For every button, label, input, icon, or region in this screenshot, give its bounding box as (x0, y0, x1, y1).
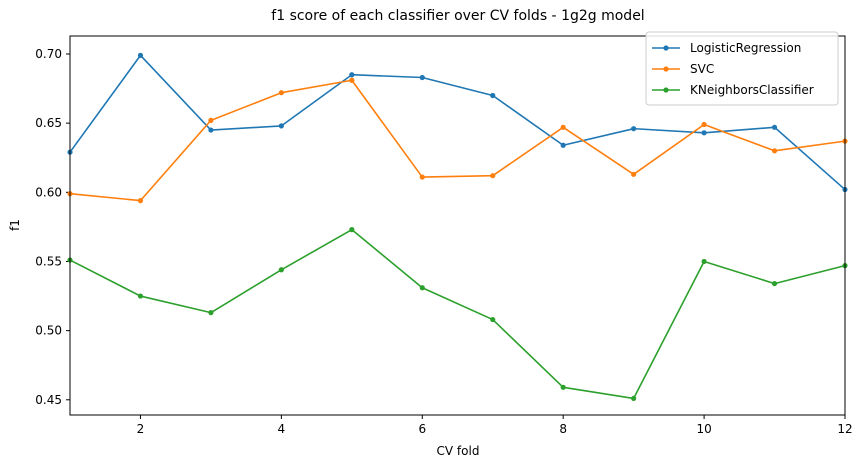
data-point (419, 174, 425, 180)
legend-marker (663, 87, 669, 93)
legend-label: LogisticRegression (690, 41, 801, 55)
data-point (208, 117, 214, 123)
data-point (631, 126, 637, 132)
y-tick-label: 0.60 (35, 185, 62, 199)
data-point (137, 198, 144, 204)
y-axis-ticks: 0.45 0.50 0.55 0.60 0.65 0.70 (35, 47, 70, 407)
legend-label: SVC (690, 62, 714, 76)
data-point (490, 92, 496, 99)
x-tick-label: 4 (278, 422, 286, 436)
data-point (701, 121, 707, 128)
plot-series-group (67, 52, 848, 402)
data-point (701, 130, 707, 136)
series-logisticregression (67, 52, 848, 193)
data-point (419, 74, 425, 81)
data-point (349, 72, 355, 78)
data-point (419, 285, 425, 291)
data-point (278, 267, 284, 273)
plot-frame (69, 35, 846, 416)
y-tick-label: 0.50 (35, 324, 62, 338)
legend-box (645, 31, 839, 106)
x-tick-label: 8 (559, 422, 567, 436)
x-tick-label: 12 (837, 422, 852, 436)
legend-marker (663, 66, 669, 72)
legend-item: SVC (652, 62, 714, 76)
series-kneighborsclassifier (67, 227, 848, 402)
x-axis-label: CV fold (437, 444, 480, 458)
series-line (69, 54, 846, 191)
data-point (278, 90, 284, 96)
data-point (208, 310, 214, 316)
legend-items: LogisticRegression SVC KNeighborsClassifie… (652, 41, 814, 97)
legend-item: LogisticRegression (652, 41, 801, 55)
data-point (137, 293, 144, 299)
y-tick-label: 0.70 (35, 47, 62, 61)
data-point (490, 316, 496, 323)
data-point (631, 395, 637, 402)
legend: LogisticRegression SVC KNeighborsClassifie… (645, 31, 839, 106)
series-line (69, 79, 846, 202)
data-point (349, 227, 355, 233)
data-point (771, 124, 778, 130)
legend-item: KNeighborsClassifier (652, 83, 814, 97)
series-line (69, 228, 846, 400)
data-point (137, 52, 144, 58)
data-point (560, 124, 566, 130)
data-point (771, 148, 778, 154)
legend-marker (663, 45, 669, 51)
x-tick-label: 10 (696, 422, 711, 436)
y-tick-label: 0.45 (35, 393, 62, 407)
data-point (278, 123, 284, 129)
x-tick-label: 6 (418, 422, 426, 436)
x-tick-label: 2 (137, 422, 145, 436)
data-point (349, 77, 355, 83)
data-point (771, 280, 778, 287)
y-tick-label: 0.55 (35, 254, 62, 268)
data-point (701, 258, 707, 265)
chart-title: f1 score of each classifier over CV fold… (271, 8, 644, 24)
legend-label: KNeighborsClassifier (690, 83, 814, 97)
y-tick-label: 0.65 (35, 116, 62, 130)
y-axis-label: f1 (8, 219, 22, 231)
data-point (631, 171, 637, 177)
x-axis-ticks: 2 4 6 8 10 12 (137, 415, 853, 436)
data-point (490, 173, 496, 179)
data-point (560, 142, 566, 148)
data-point (560, 384, 566, 390)
data-point (208, 127, 214, 133)
